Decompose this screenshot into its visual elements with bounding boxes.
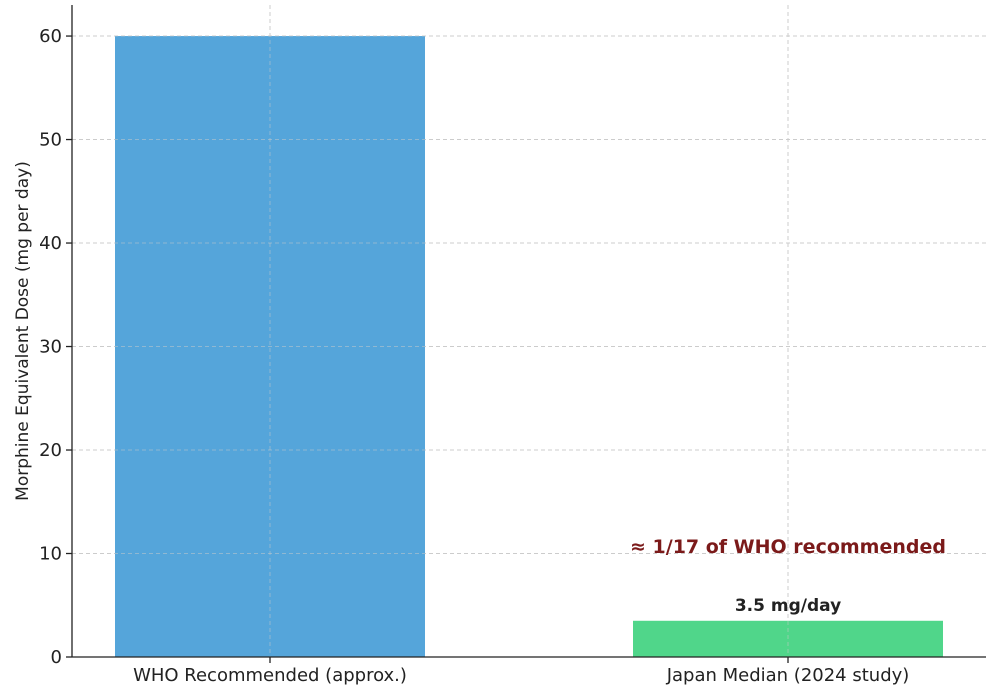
y-tick-label: 30	[39, 337, 62, 358]
y-tick-label: 60	[39, 26, 62, 47]
x-tick-label: WHO Recommended (approx.)	[133, 665, 407, 686]
data-labels: 3.5 mg/day	[735, 596, 841, 616]
y-axis-title: Morphine Equivalent Dose (mg per day)	[13, 161, 33, 501]
y-tick-label: 0	[51, 647, 62, 668]
axes	[71, 5, 986, 658]
y-tick-labels: 0 10 20 30 40 50 60	[39, 26, 72, 668]
bar-value-label: 3.5 mg/day	[735, 596, 841, 616]
y-tick-label: 10	[39, 544, 62, 565]
x-tick-label: Japan Median (2024 study)	[666, 665, 910, 686]
y-tick-label: 50	[39, 130, 62, 151]
y-tick-label: 40	[39, 233, 62, 254]
y-tick-label: 20	[39, 440, 62, 461]
ratio-annotation: ≈ 1/17 of WHO recommended	[630, 536, 946, 558]
x-tick-labels: WHO Recommended (approx.) Japan Median (2…	[133, 657, 909, 686]
bars	[72, 5, 986, 658]
